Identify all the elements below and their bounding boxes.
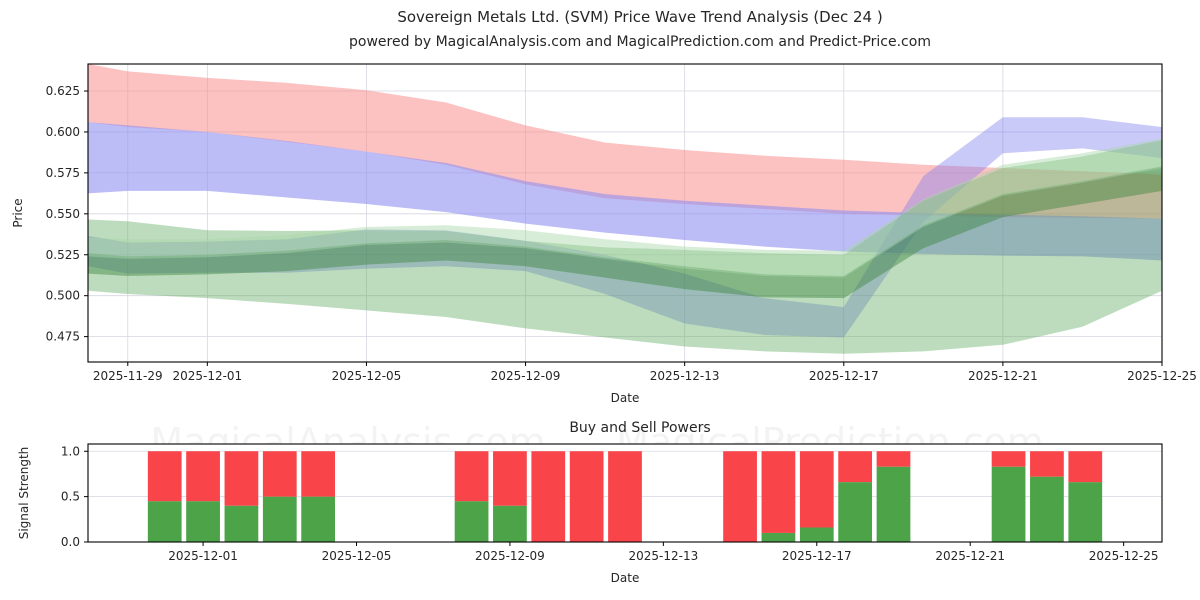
bar-sell-power[interactable]: [723, 451, 757, 542]
y-tick-label: 1.0: [61, 444, 80, 458]
x-tick-label: 2025-12-13: [650, 369, 720, 383]
signal-strength-axes: Buy and Sell Powers 0.0 0.5 1.0 2025-12-01 20…: [17, 420, 1163, 585]
bar-sell-power[interactable]: [876, 451, 911, 467]
bar-sell-power[interactable]: [224, 451, 259, 506]
x-axis-label-signal: Date: [611, 571, 640, 585]
price-band-red-upper-band: [88, 64, 1162, 219]
bar-sell-power[interactable]: [147, 451, 182, 502]
y-tick-label: 0.600: [46, 125, 80, 139]
x-tick-label: 2025-12-05: [332, 369, 402, 383]
x-tick-label: 2025-12-01: [168, 549, 238, 563]
x-tick-label: 2025-12-21: [968, 369, 1038, 383]
bar-buy-power[interactable]: [1030, 476, 1064, 542]
x-tick-label: 2025-12-09: [475, 549, 545, 563]
bar-sell-power[interactable]: [262, 451, 297, 497]
x-tick-label: 2025-12-01: [172, 369, 242, 383]
bar-buy-power[interactable]: [493, 505, 527, 542]
price-band-blue-wave-band: [88, 117, 1162, 338]
bar-buy-power[interactable]: [876, 466, 911, 542]
y-axis-label-signal: Signal Strength: [17, 447, 31, 540]
y-tick-label: 0.500: [46, 289, 80, 303]
plot-border-signal: [87, 443, 1163, 543]
bar-sell-power[interactable]: [186, 451, 220, 502]
bar-sell-power[interactable]: [761, 451, 796, 533]
x-axis-label-price: Date: [611, 391, 640, 405]
bar-sell-power[interactable]: [1030, 451, 1064, 477]
x-tick-label: 2025-12-25: [1089, 549, 1159, 563]
x-tick-label: 2025-11-29: [93, 369, 163, 383]
x-tick-label: 2025-12-05: [322, 549, 392, 563]
bar-sell-power[interactable]: [1068, 451, 1103, 483]
bar-buy-power[interactable]: [186, 501, 220, 542]
price-band-green-pale-band: [88, 138, 1162, 278]
bar-sell-power[interactable]: [608, 451, 642, 542]
y-tick-label: 0.475: [46, 330, 80, 344]
bar-buy-power[interactable]: [799, 527, 834, 542]
x-tick-label: 2025-12-17: [782, 549, 852, 563]
y-tick-label: 0.0: [61, 535, 80, 549]
bar-buy-power[interactable]: [991, 466, 1026, 542]
price-band-green-inner-band: [88, 166, 1162, 299]
y-tick-label: 0.525: [46, 248, 80, 262]
bar-sell-power[interactable]: [991, 451, 1026, 467]
bar-sell-power[interactable]: [493, 451, 527, 506]
y-tick-label: 0.575: [46, 166, 80, 180]
bar-sell-power[interactable]: [531, 451, 566, 542]
x-tick-label: 2025-12-17: [809, 369, 879, 383]
price-wave-axes: 0.475 0.500 0.525 0.550 0.575 0.600 0.625 2025-…: [11, 63, 1197, 405]
bar-buy-power[interactable]: [838, 482, 873, 542]
x-tick-label: 2025-12-21: [935, 549, 1005, 563]
bar-buy-power[interactable]: [147, 501, 182, 542]
y-tick-label: 0.625: [46, 84, 80, 98]
x-tick-label: 2025-12-13: [628, 549, 698, 563]
chart-title: Sovereign Metals Ltd. (SVM) Price Wave T…: [397, 8, 882, 26]
x-tick-label: 2025-12-09: [491, 369, 561, 383]
band-layer: [88, 64, 1162, 354]
bar-sell-power[interactable]: [301, 451, 336, 497]
bar-sell-power[interactable]: [838, 451, 873, 483]
bar-buy-power[interactable]: [301, 496, 336, 542]
y-axis-label-price: Price: [11, 198, 25, 227]
bar-layer: [147, 451, 1103, 542]
bar-buy-power[interactable]: [224, 505, 259, 542]
chart-subtitle: powered by MagicalAnalysis.com and Magic…: [349, 34, 931, 50]
bar-sell-power[interactable]: [454, 451, 489, 502]
plot-border-price: [87, 63, 1163, 363]
y-tick-label: 0.5: [61, 490, 80, 504]
y-tick-label: 0.550: [46, 207, 80, 221]
price-band-green-wide-band: [88, 140, 1162, 354]
panel-title-buy-sell: Buy and Sell Powers: [569, 420, 710, 436]
bar-buy-power[interactable]: [1068, 482, 1103, 542]
bar-buy-power[interactable]: [454, 501, 489, 542]
bar-buy-power[interactable]: [761, 532, 796, 542]
x-tick-label: 2025-12-25: [1127, 369, 1197, 383]
price-band-blue-main-band: [88, 122, 1162, 261]
bar-sell-power[interactable]: [569, 451, 604, 542]
bar-buy-power[interactable]: [262, 496, 297, 542]
bar-sell-power[interactable]: [799, 451, 834, 528]
